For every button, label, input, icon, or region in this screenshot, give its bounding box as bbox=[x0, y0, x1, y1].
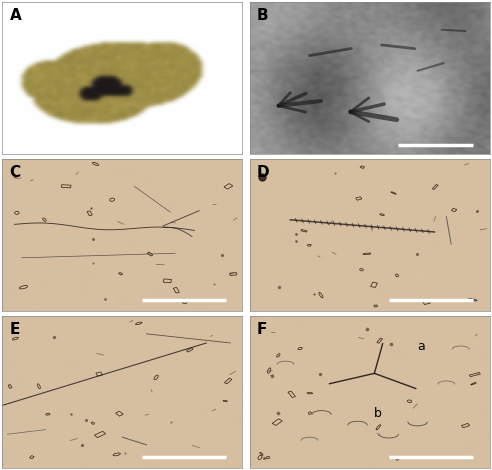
Bar bbox=[94, 431, 106, 438]
Bar bbox=[374, 305, 377, 307]
Bar bbox=[377, 338, 382, 343]
Bar bbox=[147, 252, 153, 256]
Bar bbox=[356, 197, 362, 200]
Text: b: b bbox=[374, 407, 382, 420]
Text: A: A bbox=[10, 8, 22, 24]
Bar bbox=[230, 273, 237, 275]
Text: F: F bbox=[257, 321, 267, 337]
Bar bbox=[173, 288, 180, 293]
Bar bbox=[96, 372, 102, 376]
Bar bbox=[301, 229, 307, 232]
Bar bbox=[308, 244, 311, 246]
Bar bbox=[116, 411, 123, 416]
Bar bbox=[288, 391, 295, 398]
Text: B: B bbox=[257, 8, 269, 24]
Text: D: D bbox=[257, 165, 270, 180]
Bar bbox=[452, 208, 457, 212]
Bar bbox=[30, 455, 34, 459]
Bar bbox=[469, 373, 480, 376]
Text: a: a bbox=[418, 340, 425, 353]
Bar bbox=[461, 423, 470, 428]
Bar bbox=[370, 282, 377, 288]
Bar bbox=[272, 419, 282, 425]
Bar bbox=[8, 384, 12, 388]
Bar bbox=[423, 300, 430, 305]
Bar bbox=[432, 184, 438, 189]
Bar bbox=[224, 184, 233, 189]
Bar bbox=[224, 378, 232, 384]
Bar bbox=[163, 279, 171, 283]
Bar bbox=[87, 211, 92, 216]
Bar bbox=[360, 166, 365, 168]
Bar bbox=[396, 457, 400, 460]
Text: C: C bbox=[10, 165, 21, 180]
Bar bbox=[186, 348, 193, 352]
Bar bbox=[62, 185, 71, 188]
Text: E: E bbox=[10, 321, 20, 337]
Bar bbox=[119, 273, 123, 275]
